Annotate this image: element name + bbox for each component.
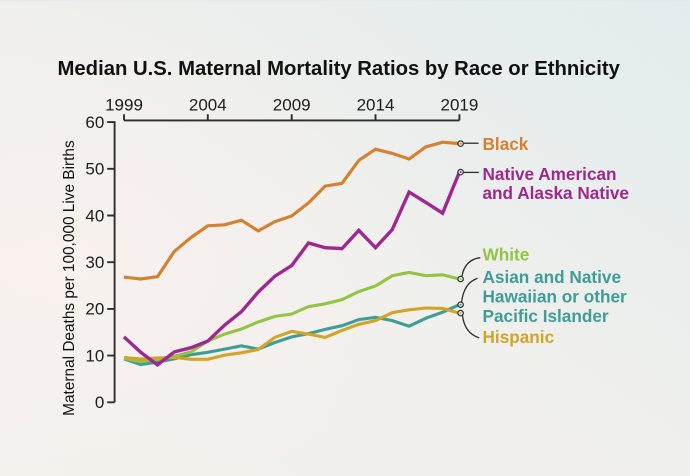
svg-text:Pacific Islander: Pacific Islander [483,306,609,326]
svg-text:50: 50 [85,160,104,179]
svg-text:Asian and Native: Asian and Native [483,267,622,287]
svg-text:Maternal Deaths per 100,000 Li: Maternal Deaths per 100,000 Live Births [61,140,78,416]
svg-text:2014: 2014 [357,95,395,114]
svg-text:60: 60 [85,113,104,132]
svg-text:2019: 2019 [440,95,478,114]
svg-text:Median U.S. Maternal Mortality: Median U.S. Maternal Mortality Ratios by… [58,58,621,80]
svg-text:Hawaiian or other: Hawaiian or other [483,287,628,307]
svg-text:30: 30 [85,253,104,272]
svg-text:10: 10 [85,346,104,365]
svg-text:White: White [483,244,530,264]
svg-text:Hispanic: Hispanic [483,327,555,347]
svg-text:1999: 1999 [105,95,143,114]
svg-text:and Alaska Native: and Alaska Native [483,183,629,203]
svg-text:20: 20 [85,300,104,319]
svg-text:2009: 2009 [273,95,311,114]
svg-text:Native American: Native American [483,164,617,184]
svg-text:40: 40 [85,206,104,225]
svg-text:2004: 2004 [189,95,227,114]
svg-text:0: 0 [95,393,104,412]
svg-text:Black: Black [483,134,529,154]
